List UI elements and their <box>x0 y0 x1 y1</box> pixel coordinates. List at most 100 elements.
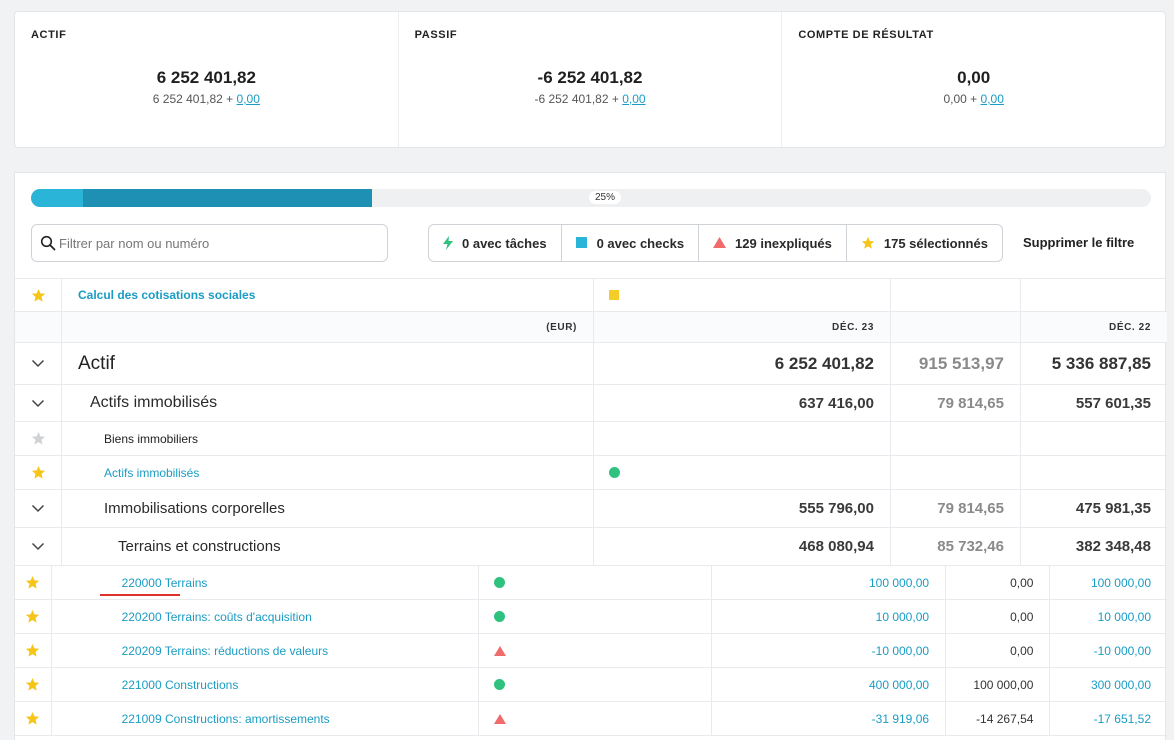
row-label-cell: Calcul des cotisations sociales <box>62 279 594 311</box>
value-cell: 10 000,00 <box>712 600 947 633</box>
account-link[interactable]: 220200 Terrains: coûts d'acquisition <box>121 609 312 624</box>
account-link[interactable]: 220000 Terrains <box>121 575 208 590</box>
value-cell: 0,00 <box>946 600 1051 633</box>
row-label-cell: Actifs immobilisés <box>62 456 594 489</box>
expand-toggle[interactable] <box>15 490 62 527</box>
value-dec23[interactable]: -31 919,06 <box>871 711 930 726</box>
value-dec22: 475 981,35 <box>1075 500 1151 517</box>
actif-total: 6 252 401,82 <box>156 68 256 87</box>
review-progress-bar: 25% <box>31 189 1151 207</box>
chevron-down-icon <box>31 542 45 551</box>
value-cell: 475 981,35 <box>1021 490 1167 527</box>
table-row[interactable]: Terrains et constructions 468 080,94 85 … <box>15 528 1167 566</box>
value-dec23[interactable]: 100 000,00 <box>868 575 930 590</box>
star-icon <box>26 575 40 589</box>
row-label: Actif <box>78 352 115 374</box>
clear-filter-button[interactable]: Supprimer le filtre <box>1023 235 1135 250</box>
account-link[interactable]: 220209 Terrains: réductions de valeurs <box>121 643 329 658</box>
value-dec23[interactable]: 10 000,00 <box>875 609 930 624</box>
table-row[interactable]: 221009 Constructions: amortissements -31… <box>15 702 1167 736</box>
value-dec22[interactable]: 10 000,00 <box>1097 609 1151 624</box>
status-warning-icon <box>494 713 507 724</box>
table-row[interactable]: Calcul des cotisations sociales <box>15 278 1167 312</box>
table-row[interactable]: Actifs immobilisés <box>15 456 1167 490</box>
resultat-adjust-link[interactable]: 0,00 <box>980 92 1004 106</box>
star-toggle[interactable] <box>15 634 52 667</box>
table-row[interactable]: Immobilisations corporelles 555 796,00 7… <box>15 490 1167 528</box>
value-dec22[interactable]: 100 000,00 <box>1090 575 1151 590</box>
value-variation: -14 267,54 <box>976 711 1034 726</box>
value-variation: 0,00 <box>1010 609 1034 624</box>
status-cell <box>479 566 713 599</box>
value-cell: 555 796,00 <box>594 490 891 527</box>
expand-toggle[interactable] <box>15 385 62 421</box>
table-row[interactable]: 220200 Terrains: coûts d'acquisition 10 … <box>15 600 1167 634</box>
chevron-down-icon <box>31 504 45 513</box>
check-square-icon <box>609 290 619 300</box>
account-link[interactable]: 221009 Constructions: amortissements <box>121 711 330 726</box>
star-icon <box>31 431 45 445</box>
account-link[interactable]: 221000 Constructions <box>121 677 239 692</box>
star-toggle[interactable] <box>15 702 52 735</box>
table-row[interactable]: 220209 Terrains: réductions de valeurs -… <box>15 634 1167 668</box>
value-dec23: 637 416,00 <box>798 394 874 412</box>
value-cell: 5 336 887,85 <box>1021 343 1167 384</box>
table-row[interactable]: Biens immobiliers <box>15 422 1167 456</box>
value-dec22[interactable]: 300 000,00 <box>1090 677 1151 692</box>
star-icon <box>31 465 45 479</box>
filter-checks[interactable]: 0 avec checks <box>562 225 700 261</box>
currency-header: (EUR) <box>546 321 577 333</box>
expand-toggle[interactable] <box>15 528 62 565</box>
accounts-panel: 25% 0 avec tâches 0 avec checks 129 inex… <box>14 172 1167 740</box>
value-dec23[interactable]: 400 000,00 <box>868 677 930 692</box>
filter-tasks[interactable]: 0 avec tâches <box>429 225 562 261</box>
table-row[interactable]: 221000 Constructions 400 000,00 100 000,… <box>15 668 1167 702</box>
row-label: Immobilisations corporelles <box>104 500 285 517</box>
filter-unexplained[interactable]: 129 inexpliqués <box>699 225 847 261</box>
row-label: Terrains et constructions <box>118 538 281 555</box>
star-toggle[interactable] <box>15 600 52 633</box>
value-cell: 6 252 401,82 <box>594 343 891 384</box>
table-row[interactable]: Actifs immobilisés 637 416,00 79 814,65 … <box>15 385 1167 422</box>
status-ok-icon <box>494 577 506 588</box>
search-icon <box>40 235 56 251</box>
value-cell: -10 000,00 <box>712 634 947 667</box>
status-cell <box>479 702 713 735</box>
header-col3-cell: DÉC. 22 <box>1021 312 1167 342</box>
filter-unexplained-label: 129 inexpliqués <box>735 235 832 251</box>
status-cell <box>479 600 713 633</box>
star-toggle[interactable] <box>15 422 62 455</box>
star-toggle[interactable] <box>15 668 52 701</box>
search-box[interactable] <box>31 224 388 262</box>
filter-selected[interactable]: 175 sélectionnés <box>847 225 1002 261</box>
value-cell <box>1021 456 1167 489</box>
expand-toggle[interactable] <box>15 343 62 384</box>
star-toggle[interactable] <box>15 279 62 311</box>
actif-adjust-link[interactable]: 0,00 <box>236 92 260 106</box>
account-link[interactable]: Calcul des cotisations sociales <box>78 288 256 302</box>
star-icon <box>26 609 40 623</box>
filter-selected-label: 175 sélectionnés <box>883 235 988 251</box>
value-cell: 400 000,00 <box>712 668 947 701</box>
actif-title: ACTIF <box>31 29 67 41</box>
progress-segment-b <box>83 189 372 207</box>
search-input[interactable] <box>59 225 379 261</box>
account-link[interactable]: Actifs immobilisés <box>104 465 200 480</box>
value-cell: 100 000,00 <box>946 668 1051 701</box>
passif-card: PASSIF -6 252 401,82 -6 252 401,82 + 0,0… <box>399 12 783 147</box>
value-dec22[interactable]: -17 651,52 <box>1093 711 1151 726</box>
value-cell: -10 000,00 <box>1050 634 1167 667</box>
value-dec23[interactable]: -10 000,00 <box>871 643 930 658</box>
passif-adjust-link[interactable]: 0,00 <box>622 92 646 106</box>
value-cell: -31 919,06 <box>712 702 947 735</box>
value-cell: 0,00 <box>946 566 1051 599</box>
table-row[interactable]: 220000 Terrains 100 000,00 0,00 100 000,… <box>15 566 1167 600</box>
value-cell <box>1021 279 1167 311</box>
value-cell <box>1021 422 1167 455</box>
value-cell: 557 601,35 <box>1021 385 1167 421</box>
table-row[interactable]: Actif 6 252 401,82 915 513,97 5 336 887,… <box>15 343 1167 385</box>
value-dec22[interactable]: -10 000,00 <box>1093 643 1151 658</box>
star-toggle[interactable] <box>15 566 52 599</box>
status-cell <box>479 668 713 701</box>
star-toggle[interactable] <box>15 456 62 489</box>
